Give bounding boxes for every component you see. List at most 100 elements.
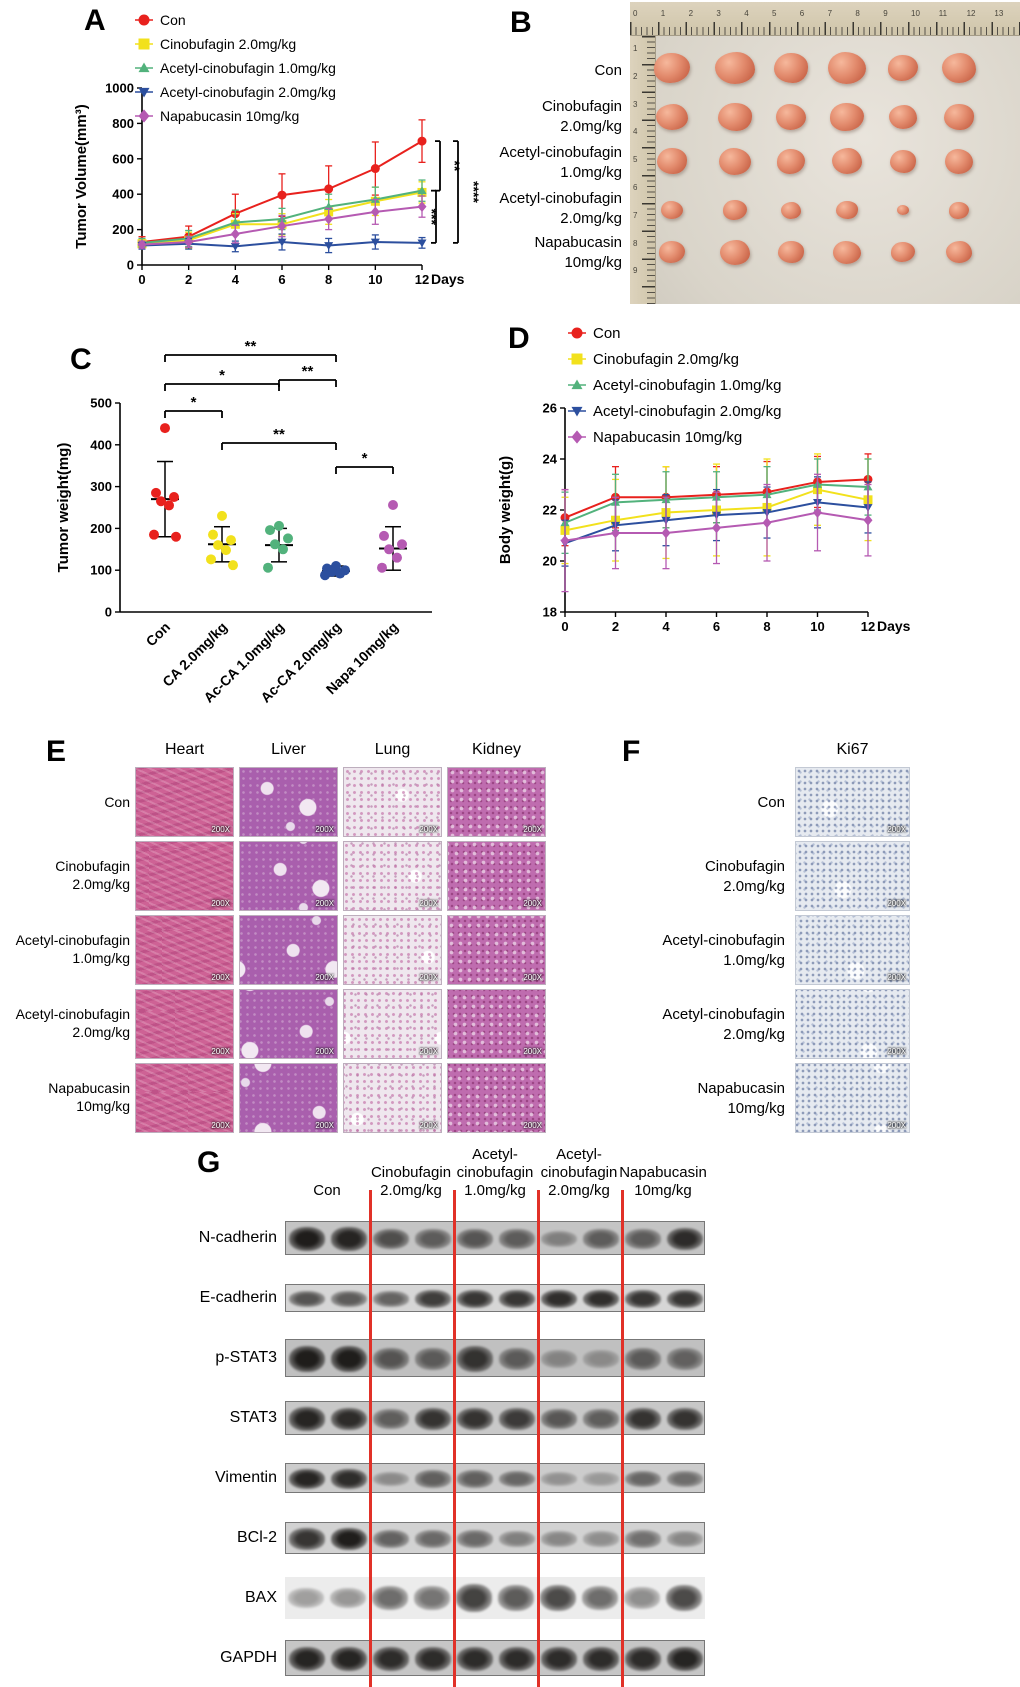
protein-band <box>415 1289 451 1309</box>
magnification-label: 200X <box>887 825 906 834</box>
protein-band <box>667 1289 703 1309</box>
svg-text:400: 400 <box>90 437 112 452</box>
histology-image: 200X <box>239 767 338 837</box>
protein-band <box>499 1530 535 1548</box>
legend-label: Cinobufagin 2.0mg/kg <box>160 36 297 52</box>
tumor-specimen <box>656 104 688 130</box>
magnification-label: 200X <box>419 1047 438 1056</box>
protein-band <box>415 1530 451 1548</box>
ki67-ihc-image: 200X <box>795 915 910 985</box>
ki67-ihc-image: 200X <box>795 841 910 911</box>
svg-text:10: 10 <box>810 619 824 634</box>
legend-label: Napabucasin 10mg/kg <box>593 428 743 446</box>
panel-g-label: G <box>197 1146 221 1179</box>
tumor-specimen <box>777 148 805 174</box>
lane-separator-line <box>621 1190 624 1687</box>
scatter-point <box>283 533 293 544</box>
legend-label: Acetyl-cinobufagin 1.0mg/kg <box>593 376 782 394</box>
column-header: Ki67 <box>836 741 869 758</box>
blot-strip <box>285 1463 705 1493</box>
svg-text:8: 8 <box>763 619 770 634</box>
magnification-label: 200X <box>315 1047 334 1056</box>
blot-label: GAPDH <box>220 1649 277 1666</box>
histology-image: 200X <box>135 989 234 1059</box>
lane-group-header: Cinobufagin 2.0mg/kg <box>370 1164 452 1199</box>
blot-strip <box>285 1577 705 1619</box>
series-4 <box>560 473 873 593</box>
protein-band <box>457 1530 493 1548</box>
protein-band <box>373 1228 409 1250</box>
svg-text:2: 2 <box>185 272 192 287</box>
magnification-label: 200X <box>523 973 542 982</box>
panel-a-label: A <box>84 4 106 37</box>
magnification-label: 200X <box>523 899 542 908</box>
protein-band <box>289 1528 325 1550</box>
tumor-row-label: Con <box>594 61 622 79</box>
blot-label: BAX <box>244 1589 277 1606</box>
histology-image: 200X <box>343 989 442 1059</box>
magnification-label: 200X <box>315 1121 334 1130</box>
protein-band <box>499 1348 535 1370</box>
tumor-row-label: Acetyl-cinobufagin 1.0mg/kg <box>499 144 622 181</box>
magnification-label: 200X <box>419 899 438 908</box>
ruler-vertical: 1 2 3 4 5 6 7 8 9 <box>630 36 656 304</box>
ruler-number: 7 <box>633 210 638 220</box>
tumor-specimen <box>891 242 915 262</box>
svg-text:18: 18 <box>543 605 557 620</box>
blot-strip <box>285 1339 705 1377</box>
tumor-specimen <box>949 201 969 219</box>
legend-item-4: Napabucasin 10mg/kg <box>135 104 336 128</box>
protein-band <box>456 1584 492 1612</box>
magnification-label: 200X <box>887 899 906 908</box>
svg-text:***: *** <box>424 209 440 226</box>
square-marker-icon <box>135 38 153 50</box>
protein-band <box>499 1646 535 1672</box>
histology-image: 200X <box>447 841 546 911</box>
protein-band <box>667 1227 703 1251</box>
panel-f-label: F <box>622 735 641 768</box>
tumor-specimen <box>718 103 752 131</box>
tumor-specimen <box>723 200 747 220</box>
magnification-label: 200X <box>211 1047 230 1056</box>
magnification-label: 200X <box>419 973 438 982</box>
ruler-horizontal: 0 1 2 3 4 5 6 7 8 9 10 11 12 13 <box>630 2 1020 36</box>
row-label: Acetyl-cinobufagin 1.0mg/kg <box>662 932 785 969</box>
tumor-specimen <box>778 241 804 263</box>
histology-image: 200X <box>239 989 338 1059</box>
svg-text:26: 26 <box>543 401 557 416</box>
lane-separator-line <box>453 1190 456 1687</box>
tumor-specimen <box>889 105 917 129</box>
svg-text:0: 0 <box>105 605 112 620</box>
tumor-specimen <box>659 241 685 263</box>
scatter-point <box>335 568 345 579</box>
protein-band <box>289 1345 325 1373</box>
ruler-number: 0 <box>633 9 638 18</box>
scatter-point <box>228 560 238 571</box>
legend-label: Cinobufagin 2.0mg/kg <box>593 350 739 368</box>
ruler-ticks-major <box>642 36 655 304</box>
blot-label: N-cadherin <box>198 1229 277 1246</box>
svg-text:10: 10 <box>368 272 382 287</box>
svg-text:4: 4 <box>662 619 670 634</box>
protein-band <box>583 1350 619 1368</box>
scatter-point <box>226 535 236 546</box>
row-label: Cinobufagin 2.0mg/kg <box>55 858 130 893</box>
protein-band <box>289 1290 325 1308</box>
tumor-specimen <box>720 239 750 265</box>
legend-item-4: Napabucasin 10mg/kg <box>568 424 781 450</box>
protein-band <box>373 1471 409 1487</box>
protein-band <box>330 1587 366 1609</box>
ruler-number: 3 <box>716 9 721 18</box>
column-header: Liver <box>271 741 306 758</box>
protein-band <box>624 1587 660 1609</box>
scatter-point <box>164 500 174 511</box>
svg-text:400: 400 <box>112 187 134 202</box>
blot-label: STAT3 <box>229 1409 277 1426</box>
svg-text:500: 500 <box>90 396 112 411</box>
svg-text:*: * <box>219 367 225 384</box>
protein-band <box>541 1472 577 1486</box>
histology-image: 200X <box>239 841 338 911</box>
protein-band <box>415 1348 451 1370</box>
protein-band <box>415 1646 451 1672</box>
